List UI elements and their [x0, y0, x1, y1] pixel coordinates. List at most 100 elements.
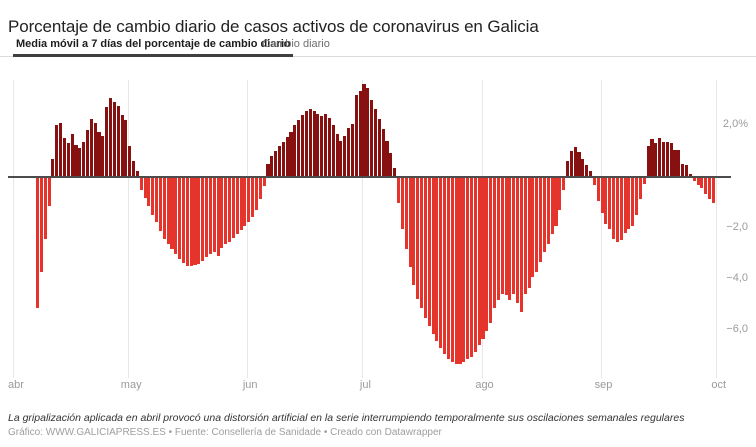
bar[interactable]	[289, 131, 293, 177]
bar[interactable]	[216, 177, 220, 256]
bar[interactable]	[85, 130, 90, 177]
bar[interactable]	[462, 177, 466, 362]
bar[interactable]	[143, 177, 147, 198]
bar[interactable]	[304, 111, 308, 177]
bar[interactable]	[293, 125, 297, 177]
bar[interactable]	[189, 177, 193, 266]
bar[interactable]	[650, 138, 654, 177]
bar[interactable]	[128, 145, 132, 177]
bar[interactable]	[581, 158, 585, 177]
bar[interactable]	[70, 134, 74, 177]
bar[interactable]	[373, 108, 378, 177]
bar[interactable]	[700, 177, 704, 188]
bar[interactable]	[297, 120, 301, 177]
bar[interactable]	[312, 111, 316, 177]
bar[interactable]	[228, 177, 232, 242]
bar[interactable]	[688, 173, 692, 177]
bar[interactable]	[258, 177, 262, 200]
bar[interactable]	[677, 149, 681, 177]
bar[interactable]	[277, 145, 282, 177]
bar[interactable]	[661, 141, 666, 177]
bar[interactable]	[62, 138, 66, 177]
bar[interactable]	[166, 177, 170, 245]
bar[interactable]	[423, 177, 427, 319]
bar[interactable]	[101, 135, 105, 177]
bar[interactable]	[66, 143, 70, 177]
bar[interactable]	[585, 164, 589, 177]
bar[interactable]	[327, 117, 331, 177]
bar[interactable]	[350, 124, 354, 177]
bar[interactable]	[531, 177, 535, 278]
bar[interactable]	[162, 177, 166, 239]
bar[interactable]	[623, 177, 627, 233]
bar[interactable]	[251, 177, 255, 218]
bar[interactable]	[535, 177, 539, 273]
bar[interactable]	[39, 177, 43, 273]
bar[interactable]	[343, 135, 347, 177]
bar[interactable]	[231, 177, 235, 238]
bar[interactable]	[339, 140, 343, 177]
bar[interactable]	[270, 156, 274, 177]
bar[interactable]	[469, 177, 474, 357]
bar[interactable]	[542, 177, 546, 252]
bar[interactable]	[174, 177, 178, 255]
bar[interactable]	[523, 177, 527, 294]
bar[interactable]	[516, 177, 520, 303]
bar[interactable]	[135, 171, 139, 177]
bar[interactable]	[243, 177, 247, 227]
bar[interactable]	[508, 177, 512, 301]
bar[interactable]	[512, 177, 516, 294]
bar[interactable]	[435, 177, 439, 342]
bar[interactable]	[281, 141, 285, 177]
bar[interactable]	[55, 125, 59, 177]
bar[interactable]	[496, 177, 500, 301]
bar[interactable]	[450, 177, 454, 362]
bar[interactable]	[539, 177, 543, 262]
bar[interactable]	[519, 177, 523, 312]
bar[interactable]	[178, 177, 182, 260]
bar[interactable]	[665, 141, 669, 177]
bar[interactable]	[224, 177, 228, 245]
bar[interactable]	[362, 84, 366, 177]
bar[interactable]	[404, 177, 408, 250]
bar[interactable]	[158, 177, 162, 232]
bar[interactable]	[646, 145, 650, 177]
bar[interactable]	[454, 177, 458, 365]
bar[interactable]	[139, 177, 143, 191]
bar[interactable]	[105, 107, 109, 177]
bar[interactable]	[711, 177, 715, 203]
bar[interactable]	[592, 177, 596, 186]
bar[interactable]	[170, 177, 174, 250]
bar[interactable]	[608, 177, 612, 229]
bar[interactable]	[124, 120, 128, 177]
bar[interactable]	[93, 122, 97, 177]
bar[interactable]	[266, 163, 270, 177]
bar[interactable]	[89, 118, 93, 177]
bar[interactable]	[619, 177, 623, 241]
bar[interactable]	[393, 167, 397, 177]
bar[interactable]	[185, 177, 189, 266]
bar[interactable]	[554, 177, 558, 227]
bar[interactable]	[208, 177, 212, 255]
bar[interactable]	[673, 150, 677, 177]
bar[interactable]	[473, 177, 477, 352]
bar[interactable]	[546, 177, 550, 245]
bar[interactable]	[681, 163, 685, 177]
bar[interactable]	[612, 177, 616, 239]
bar[interactable]	[247, 177, 251, 223]
bar[interactable]	[446, 177, 450, 360]
bar[interactable]	[408, 177, 412, 268]
bar[interactable]	[500, 177, 504, 294]
bar[interactable]	[155, 177, 159, 223]
bar[interactable]	[74, 144, 78, 177]
bar[interactable]	[504, 177, 508, 296]
bar[interactable]	[197, 177, 201, 265]
bar[interactable]	[358, 90, 362, 177]
bar[interactable]	[466, 177, 470, 360]
bar[interactable]	[112, 102, 116, 177]
bar[interactable]	[301, 115, 305, 177]
bar[interactable]	[335, 134, 339, 177]
bar[interactable]	[708, 177, 712, 200]
bar[interactable]	[193, 177, 197, 266]
tab-cambio-diario[interactable]: Cambio diario	[262, 38, 330, 50]
